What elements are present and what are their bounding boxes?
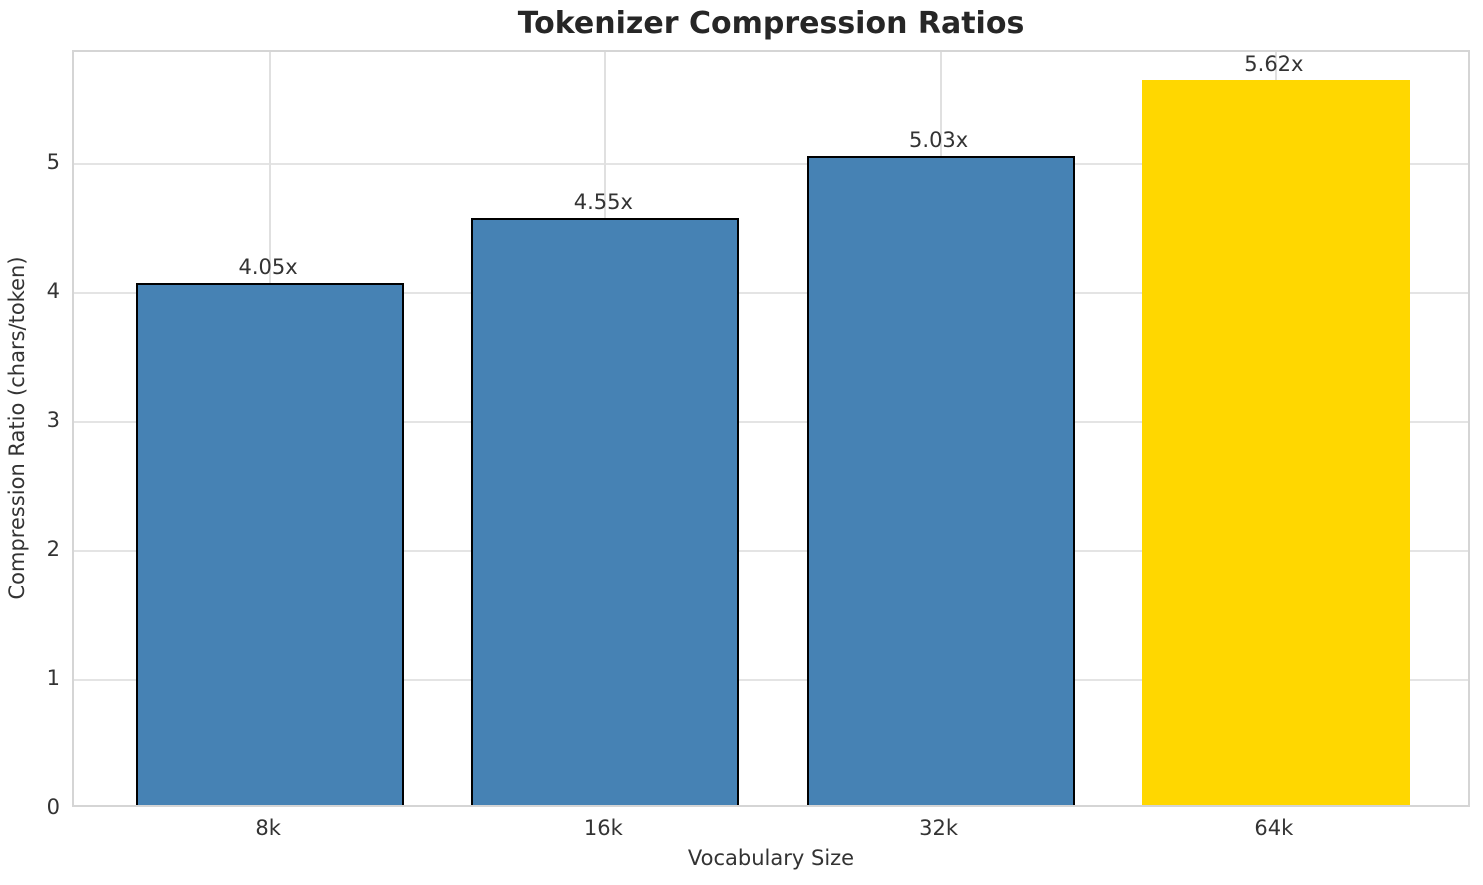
bar-16k — [471, 218, 740, 805]
x-tick-label: 32k — [919, 816, 959, 840]
y-gridline — [74, 163, 1468, 166]
bar-value-label: 4.55x — [573, 190, 633, 215]
plot-area — [72, 50, 1470, 807]
x-tick-label: 64k — [1254, 816, 1294, 840]
y-tick-label: 4 — [46, 279, 60, 304]
x-axis-label: Vocabulary Size — [687, 846, 855, 870]
bar-64k — [1141, 80, 1410, 805]
bar-value-label: 5.62x — [1244, 52, 1304, 77]
y-tick-label: 0 — [46, 795, 60, 819]
y-gridline — [74, 421, 1468, 424]
y-gridline — [74, 292, 1468, 295]
y-gridline — [74, 679, 1468, 682]
x-tick-label: 16k — [583, 816, 623, 840]
bar-value-label: 4.05x — [238, 254, 298, 279]
y-tick-label: 3 — [46, 408, 60, 433]
y-tick-label: 5 — [46, 150, 60, 175]
y-tick-label: 2 — [46, 537, 60, 562]
chart-title: Tokenizer Compression Ratios — [517, 6, 1025, 41]
bar-value-label: 5.03x — [909, 128, 969, 153]
bar-32k — [806, 156, 1075, 805]
y-gridline — [74, 550, 1468, 553]
y-tick-label: 1 — [46, 666, 60, 691]
bar-8k — [136, 282, 405, 805]
x-tick-label: 8k — [255, 816, 281, 840]
